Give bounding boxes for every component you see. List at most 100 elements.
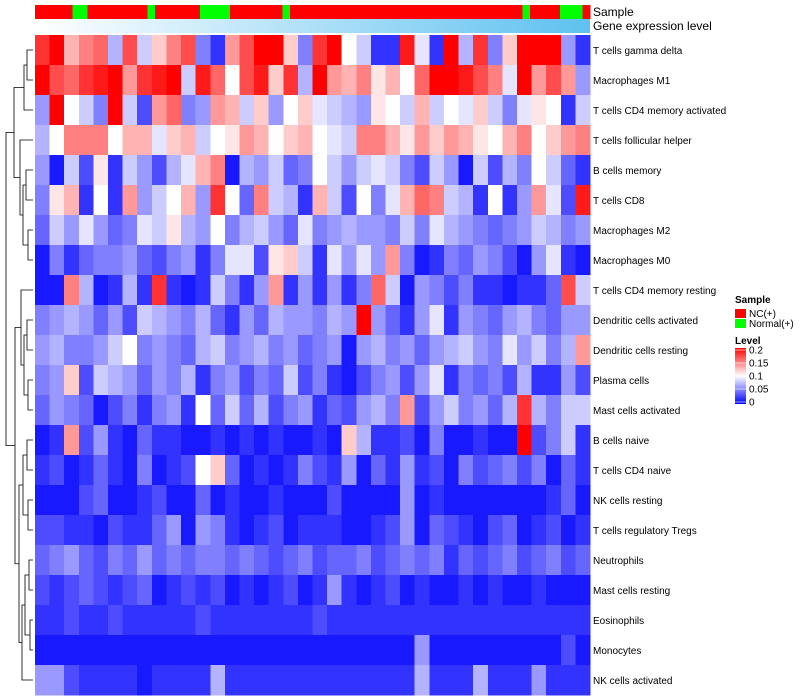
- sample-annotation-cell: [155, 5, 163, 19]
- heatmap-cell: [64, 455, 80, 486]
- legend-entry-label: NC(+): [749, 309, 776, 320]
- heatmap-cell: [356, 275, 372, 306]
- heatmap-cell: [166, 545, 182, 576]
- heatmap-cell: [414, 665, 430, 696]
- heatmap-cell: [181, 635, 197, 666]
- heatmap-cell: [487, 605, 503, 636]
- heatmap-cell: [502, 395, 518, 426]
- heatmap-cell: [473, 605, 489, 636]
- heatmap-cell: [254, 575, 270, 606]
- heatmap-cell: [64, 95, 80, 126]
- heatmap-cell: [546, 425, 562, 456]
- heatmap-cell: [108, 185, 124, 216]
- heatmap-cell: [93, 185, 109, 216]
- heatmap-cell: [575, 455, 591, 486]
- heatmap-cell: [341, 155, 357, 186]
- row-label: T cells CD4 memory activated: [593, 106, 726, 117]
- legend-swatch: [735, 319, 746, 328]
- heatmap-cell: [414, 335, 430, 366]
- heatmap-cell: [531, 275, 547, 306]
- heatmap-cell: [385, 335, 401, 366]
- heatmap-cell: [400, 485, 416, 516]
- heatmap-cell: [531, 455, 547, 486]
- heatmap-cell: [35, 95, 51, 126]
- heatmap-cell: [137, 635, 153, 666]
- heatmap-cell: [487, 185, 503, 216]
- heatmap-cell: [560, 455, 576, 486]
- heatmap-cell: [181, 35, 197, 66]
- heatmap-cell: [210, 155, 226, 186]
- heatmap-cell: [312, 515, 328, 546]
- heatmap-cell: [575, 575, 591, 606]
- heatmap-cell: [370, 305, 387, 336]
- heatmap-cell: [151, 245, 168, 276]
- heatmap-cell: [341, 665, 357, 696]
- heatmap-cell: [429, 515, 445, 546]
- heatmap-cell: [181, 125, 197, 156]
- heatmap-cell: [35, 545, 51, 576]
- heatmap-cell: [516, 275, 533, 306]
- sample-annotation-cell: [57, 5, 66, 19]
- sample-annotation-cell: [305, 5, 313, 19]
- heatmap-cell: [443, 425, 460, 456]
- heatmap-cell: [297, 155, 314, 186]
- heatmap-cell: [122, 665, 138, 696]
- heatmap-cell: [487, 215, 503, 246]
- heatmap-cell: [166, 245, 182, 276]
- heatmap-cell: [516, 305, 533, 336]
- heatmap-cell: [414, 605, 430, 636]
- sample-annotation-cell: [110, 5, 118, 19]
- heatmap-cell: [502, 665, 518, 696]
- heatmap-cell: [35, 515, 51, 546]
- heatmap-cell: [254, 545, 270, 576]
- heatmap-cell: [268, 515, 284, 546]
- heatmap-cell: [341, 485, 357, 516]
- heatmap-cell: [575, 545, 591, 576]
- heatmap-cell: [400, 155, 416, 186]
- heatmap-cell: [151, 185, 168, 216]
- heatmap-cell: [414, 65, 430, 96]
- heatmap-cell: [312, 35, 328, 66]
- heatmap-cell: [560, 245, 576, 276]
- heatmap-cell: [122, 215, 138, 246]
- heatmap-cell: [341, 365, 357, 396]
- sample-annotation-cell: [440, 5, 448, 19]
- heatmap-cell: [458, 425, 474, 456]
- heatmap-cell: [93, 275, 109, 306]
- heatmap-cell: [516, 635, 533, 666]
- heatmap-cell: [575, 275, 591, 306]
- heatmap-cell: [575, 335, 591, 366]
- heatmap-cell: [370, 635, 387, 666]
- heatmap-cell: [151, 455, 168, 486]
- heatmap-cell: [429, 575, 445, 606]
- heatmap-cell: [356, 95, 372, 126]
- heatmap-cell: [400, 65, 416, 96]
- heatmap-cell: [341, 335, 357, 366]
- heatmap-cell: [356, 545, 372, 576]
- heatmap-cell: [268, 455, 284, 486]
- heatmap-cell: [122, 365, 138, 396]
- heatmap-cell: [385, 95, 401, 126]
- sample-annotation-cell: [132, 5, 141, 19]
- heatmap-cell: [473, 425, 489, 456]
- heatmap-cell: [78, 185, 95, 216]
- sample-annotation-cell: [492, 5, 501, 19]
- heatmap-cell: [370, 365, 387, 396]
- heatmap-cell: [531, 515, 547, 546]
- heatmap-cell: [181, 185, 197, 216]
- heatmap-cell: [429, 155, 445, 186]
- heatmap-cell: [502, 455, 518, 486]
- heatmap-cell: [502, 125, 518, 156]
- heatmap-cell: [210, 515, 226, 546]
- heatmap-cell: [122, 335, 138, 366]
- heatmap-cell: [429, 245, 445, 276]
- heatmap-cell: [239, 395, 255, 426]
- heatmap-cell: [516, 35, 533, 66]
- heatmap-cell: [458, 35, 474, 66]
- heatmap-cell: [400, 185, 416, 216]
- heatmap-cell: [341, 35, 357, 66]
- heatmap-cell: [356, 185, 372, 216]
- heatmap-cell: [93, 455, 109, 486]
- heatmap-cell: [224, 635, 241, 666]
- heatmap-cell: [370, 335, 387, 366]
